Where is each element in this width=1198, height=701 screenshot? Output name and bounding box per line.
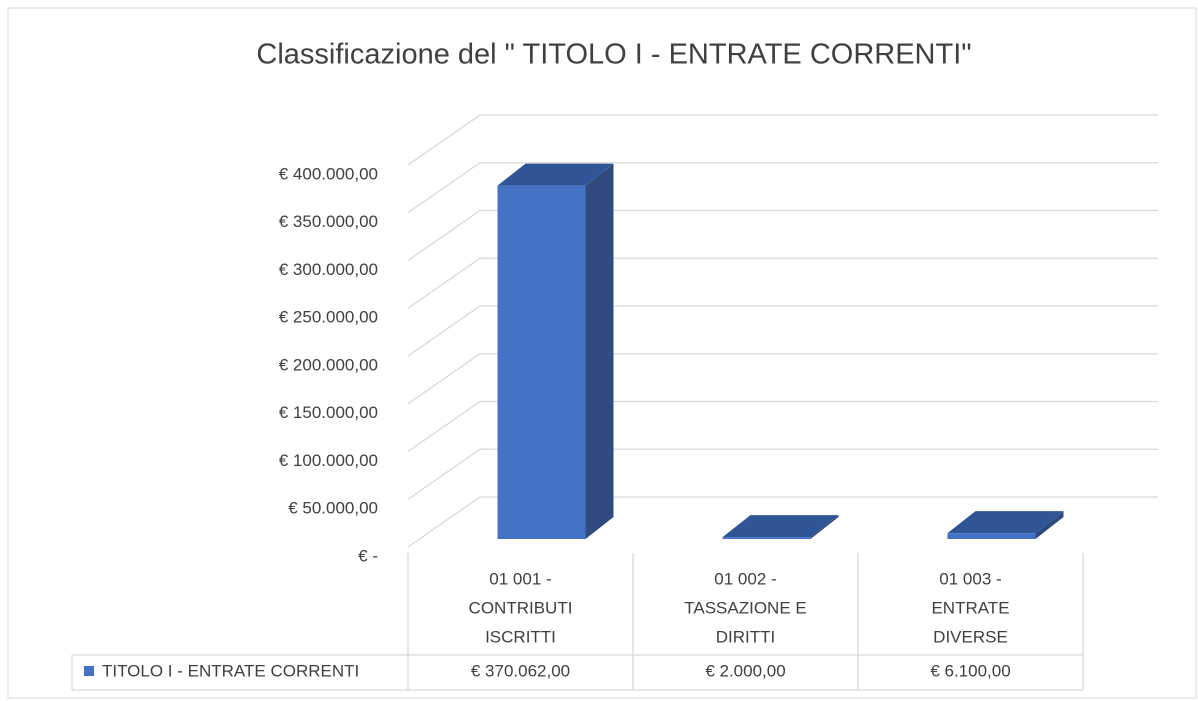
y-tick-label: € 400.000,00	[279, 164, 378, 183]
bar-top	[722, 515, 839, 538]
bar-top	[947, 511, 1064, 534]
y-tick-label: € 300.000,00	[279, 260, 378, 279]
x-tick-label: ENTRATE	[931, 598, 1009, 617]
grid-line	[407, 305, 1158, 357]
y-tick-label: € 200.000,00	[279, 355, 378, 374]
data-table-value: € 2.000,00	[705, 661, 785, 680]
bar-front	[947, 533, 1036, 539]
data-table-value: € 370.062,00	[471, 661, 570, 680]
y-tick-label: € 50.000,00	[288, 499, 378, 518]
y-tick-label: € 100.000,00	[279, 451, 378, 470]
grid-line	[407, 162, 1158, 214]
bar	[947, 511, 1064, 539]
grid-line	[407, 353, 1158, 405]
grid-line	[407, 114, 1158, 166]
y-tick-label: € 250.000,00	[279, 308, 378, 327]
x-tick-label: DIVERSE	[933, 627, 1008, 646]
y-tick-label: € 150.000,00	[279, 403, 378, 422]
bar-side	[1035, 511, 1064, 539]
x-tick-label: ISCRITTI	[485, 627, 556, 646]
x-tick-label: 01 003 -	[939, 569, 1001, 588]
grid-line	[407, 496, 1158, 548]
bar-front	[497, 185, 586, 539]
x-tick-label: DIRITTI	[716, 627, 776, 646]
data-table-value: € 6.100,00	[930, 661, 1010, 680]
x-tick-label: CONTRIBUTI	[469, 598, 573, 617]
bar-top	[497, 163, 614, 186]
y-tick-label: € 350.000,00	[279, 212, 378, 231]
x-tick-label: 01 001 -	[489, 569, 551, 588]
bar	[722, 515, 839, 539]
y-tick-label: € -	[358, 546, 378, 565]
legend-label: TITOLO I - ENTRATE CORRENTI	[102, 661, 359, 680]
grid-line	[407, 209, 1158, 262]
grid-line	[407, 257, 1158, 309]
grid-line	[407, 448, 1158, 500]
bar-front	[722, 537, 811, 539]
chart-title: Classificazione del " TITOLO I - ENTRATE…	[256, 39, 971, 71]
x-tick-label: 01 002 -	[714, 569, 776, 588]
grid-line	[407, 400, 1158, 453]
legend-swatch	[84, 666, 94, 676]
bar	[497, 163, 614, 539]
bar-side	[585, 163, 614, 539]
bar-side	[810, 515, 839, 539]
x-tick-label: TASSAZIONE E	[684, 598, 807, 617]
